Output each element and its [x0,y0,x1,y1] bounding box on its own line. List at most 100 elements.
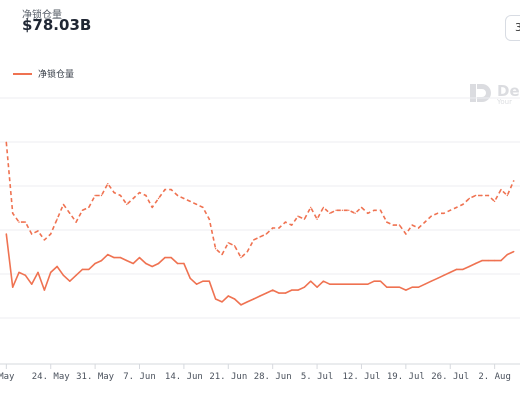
data-point [329,283,331,285]
data-point [100,194,103,197]
data-point [151,206,153,209]
data-point [341,283,344,285]
data-point [297,289,299,291]
data-point [487,194,489,197]
data-point [379,209,382,211]
data-point [284,292,287,294]
data-point [316,218,318,220]
data-point [88,268,90,271]
data-point [176,194,179,197]
grid-lines [0,97,520,319]
data-point [278,227,280,229]
data-point [246,251,248,253]
data-point [56,218,58,220]
x-tick-label: 21. Jun [209,372,247,382]
data-point [253,239,255,241]
time-range-button[interactable]: 3 [505,15,520,41]
data-point [367,212,369,214]
metric-label: 净锁仓量 [22,10,62,21]
data-point [310,206,312,209]
data-point [62,274,65,276]
data-point [373,209,375,211]
legend-swatch [13,73,32,75]
data-point [322,280,325,282]
data-point [513,180,515,182]
series-lines [5,141,515,306]
data-point [272,227,274,229]
data-point [195,203,198,206]
data-point [240,256,242,259]
data-point [455,206,458,209]
data-point [360,206,363,209]
data-point [24,274,27,276]
data-point [417,286,420,288]
data-point [411,224,413,226]
data-point [411,286,413,288]
data-point [386,221,388,223]
data-point [493,200,496,203]
data-point [37,271,39,274]
data-point [94,262,96,265]
data-point [107,253,109,256]
data-point [398,286,401,288]
data-point [316,286,318,288]
data-point [138,191,141,194]
data-point [221,253,223,256]
data-point [481,259,483,262]
data-point [113,191,115,194]
x-axis: May 24. May 31. May 7. Jun 14. Jun 21. Jun 28.… [0,363,520,382]
data-point [56,265,58,268]
data-point [88,206,90,209]
data-point [240,304,242,306]
data-point [398,224,401,226]
data-point [221,301,223,303]
x-tick-label: 26. Jul [431,372,469,382]
data-point [62,203,65,206]
data-point [126,203,128,206]
data-point [335,283,337,285]
data-point [50,271,52,274]
data-point [18,271,20,274]
data-point [481,194,483,197]
data-point [500,188,502,191]
data-point [12,286,14,288]
data-point [506,253,508,256]
data-point [208,280,210,282]
data-point [24,221,27,223]
data-point [354,283,356,285]
data-point [94,194,96,197]
data-point [303,218,306,220]
data-point [5,141,8,143]
data-point [506,194,508,197]
data-point [233,245,236,247]
data-point [5,233,8,235]
data-point [126,259,128,262]
x-tick-label: 12. Jul [342,372,380,382]
data-point [474,262,477,265]
data-point [37,230,39,232]
data-point [443,274,445,276]
data-point [202,280,204,282]
data-point [405,289,407,291]
data-point [145,194,147,197]
data-point [341,209,344,211]
data-point [132,262,134,265]
data-point [348,283,350,285]
data-point [81,268,84,271]
data-point [360,283,363,285]
data-point [214,248,217,250]
data-point [145,262,147,265]
data-point [119,256,122,259]
data-point [107,183,109,185]
data-point [500,259,502,262]
x-tick-label: 7. Jun [123,372,156,382]
data-point [138,256,141,259]
data-point [335,209,337,211]
x-tick-label: 28. Jun [254,372,292,382]
data-point [265,292,267,294]
data-point [449,209,451,211]
data-point [468,197,470,200]
data-point [297,215,299,217]
data-point [430,280,432,282]
